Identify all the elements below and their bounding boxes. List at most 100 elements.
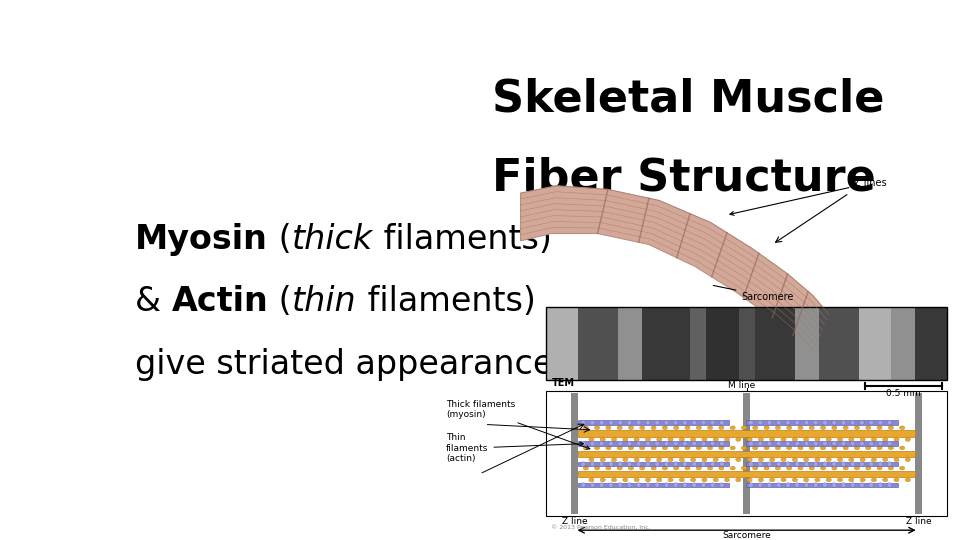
Ellipse shape bbox=[646, 483, 650, 488]
Ellipse shape bbox=[860, 478, 865, 482]
Ellipse shape bbox=[882, 458, 888, 462]
Ellipse shape bbox=[841, 483, 846, 488]
Ellipse shape bbox=[692, 420, 696, 425]
Ellipse shape bbox=[683, 420, 687, 425]
Ellipse shape bbox=[710, 420, 715, 425]
Ellipse shape bbox=[651, 467, 656, 470]
Ellipse shape bbox=[785, 462, 790, 467]
Ellipse shape bbox=[645, 458, 651, 462]
Ellipse shape bbox=[606, 467, 611, 470]
Ellipse shape bbox=[664, 420, 669, 425]
Ellipse shape bbox=[655, 483, 660, 488]
Ellipse shape bbox=[581, 441, 586, 446]
Ellipse shape bbox=[710, 483, 715, 488]
Ellipse shape bbox=[831, 467, 837, 470]
Bar bbox=[707, 307, 738, 380]
Ellipse shape bbox=[792, 478, 798, 482]
Ellipse shape bbox=[764, 426, 769, 430]
Ellipse shape bbox=[749, 441, 754, 446]
Text: thick: thick bbox=[292, 223, 372, 256]
Ellipse shape bbox=[731, 426, 735, 430]
Ellipse shape bbox=[749, 462, 754, 467]
Ellipse shape bbox=[795, 483, 800, 488]
Ellipse shape bbox=[584, 446, 588, 450]
Ellipse shape bbox=[636, 441, 641, 446]
Ellipse shape bbox=[882, 437, 888, 441]
Ellipse shape bbox=[696, 426, 702, 430]
Ellipse shape bbox=[690, 478, 696, 482]
Ellipse shape bbox=[655, 462, 660, 467]
Ellipse shape bbox=[599, 483, 604, 488]
Ellipse shape bbox=[860, 437, 865, 441]
Ellipse shape bbox=[798, 446, 804, 450]
Ellipse shape bbox=[747, 478, 753, 482]
Ellipse shape bbox=[680, 437, 684, 441]
Ellipse shape bbox=[905, 458, 910, 462]
Ellipse shape bbox=[634, 478, 639, 482]
Ellipse shape bbox=[731, 446, 735, 450]
Ellipse shape bbox=[815, 458, 820, 462]
Text: M line: M line bbox=[728, 381, 755, 390]
Ellipse shape bbox=[832, 462, 836, 467]
Ellipse shape bbox=[590, 483, 595, 488]
Ellipse shape bbox=[657, 478, 661, 482]
Ellipse shape bbox=[878, 462, 883, 467]
Ellipse shape bbox=[639, 426, 645, 430]
Ellipse shape bbox=[636, 483, 641, 488]
Bar bbox=[738, 307, 755, 380]
Ellipse shape bbox=[780, 458, 786, 462]
Ellipse shape bbox=[849, 478, 853, 482]
Ellipse shape bbox=[618, 420, 622, 425]
Bar bbox=[743, 393, 750, 515]
Ellipse shape bbox=[588, 458, 594, 462]
Ellipse shape bbox=[900, 426, 904, 430]
Ellipse shape bbox=[651, 446, 656, 450]
Ellipse shape bbox=[866, 467, 871, 470]
Text: Fiber Structure: Fiber Structure bbox=[492, 156, 876, 199]
Ellipse shape bbox=[764, 467, 769, 470]
Bar bbox=[746, 441, 898, 446]
Ellipse shape bbox=[627, 462, 632, 467]
Ellipse shape bbox=[804, 462, 808, 467]
Ellipse shape bbox=[798, 467, 804, 470]
Ellipse shape bbox=[618, 462, 622, 467]
Ellipse shape bbox=[866, 426, 871, 430]
Ellipse shape bbox=[749, 420, 754, 425]
Ellipse shape bbox=[795, 420, 800, 425]
Ellipse shape bbox=[798, 426, 804, 430]
Bar bbox=[858, 307, 891, 380]
Ellipse shape bbox=[600, 478, 606, 482]
Ellipse shape bbox=[753, 426, 757, 430]
Ellipse shape bbox=[777, 462, 781, 467]
Ellipse shape bbox=[618, 441, 622, 446]
Ellipse shape bbox=[588, 437, 594, 441]
Bar bbox=[891, 307, 915, 380]
Ellipse shape bbox=[887, 483, 892, 488]
Ellipse shape bbox=[612, 478, 616, 482]
Ellipse shape bbox=[804, 437, 808, 441]
Ellipse shape bbox=[758, 478, 763, 482]
Ellipse shape bbox=[713, 437, 718, 441]
Ellipse shape bbox=[719, 446, 724, 450]
Ellipse shape bbox=[809, 426, 814, 430]
Ellipse shape bbox=[878, 441, 883, 446]
Ellipse shape bbox=[872, 478, 876, 482]
Bar bbox=[690, 307, 707, 380]
Ellipse shape bbox=[581, 462, 586, 467]
Ellipse shape bbox=[708, 446, 712, 450]
Ellipse shape bbox=[758, 483, 762, 488]
Ellipse shape bbox=[869, 441, 874, 446]
Ellipse shape bbox=[655, 420, 660, 425]
Ellipse shape bbox=[594, 467, 600, 470]
Ellipse shape bbox=[747, 458, 753, 462]
Ellipse shape bbox=[859, 483, 864, 488]
Ellipse shape bbox=[636, 462, 641, 467]
Ellipse shape bbox=[823, 483, 828, 488]
Ellipse shape bbox=[849, 437, 853, 441]
Ellipse shape bbox=[725, 478, 730, 482]
Ellipse shape bbox=[683, 483, 687, 488]
Ellipse shape bbox=[877, 467, 882, 470]
Ellipse shape bbox=[708, 467, 712, 470]
Bar bbox=[546, 307, 947, 380]
Text: thin: thin bbox=[292, 285, 356, 318]
